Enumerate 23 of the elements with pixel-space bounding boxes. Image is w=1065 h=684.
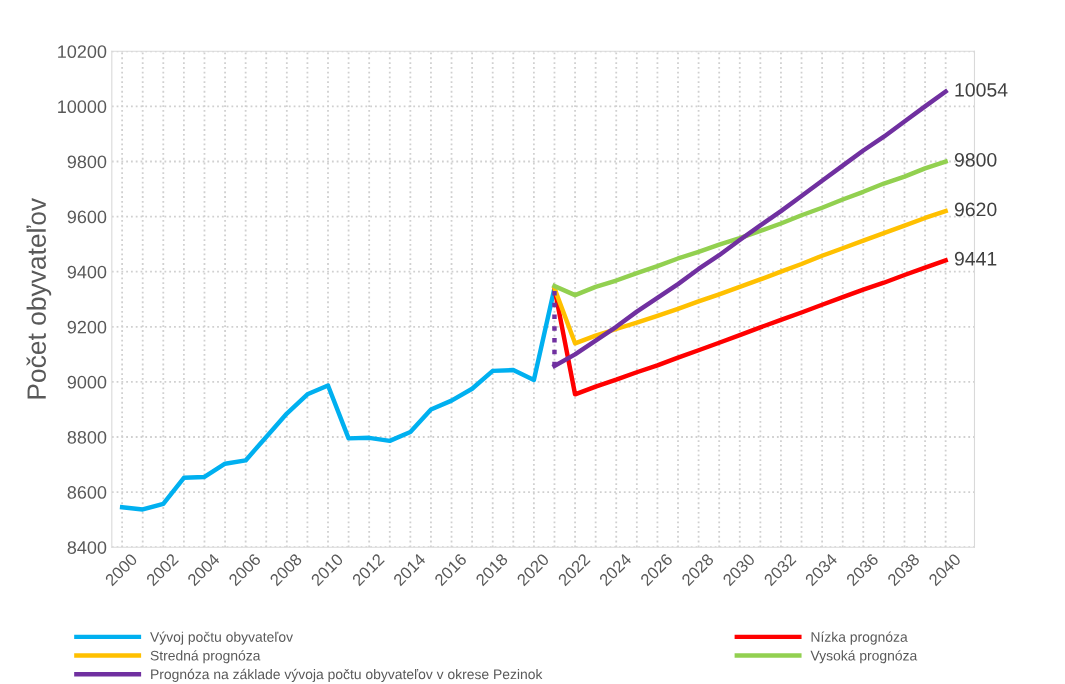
y-tick-label: 10200 bbox=[58, 45, 107, 59]
line-series bbox=[552, 208, 948, 346]
legend-label: Nízka prognóza bbox=[811, 631, 908, 645]
data-label: 9800 bbox=[954, 152, 997, 167]
y-tick-label: 8600 bbox=[67, 486, 107, 499]
legend-label: Prognóza na základe vývoja počtu obyvateľov v okrese Pezinok bbox=[151, 668, 543, 682]
legend-label: Vysoká prognóza bbox=[810, 650, 918, 664]
y-tick-label: 10000 bbox=[58, 100, 107, 114]
legend-label: Stredná prognóza bbox=[150, 650, 261, 664]
y-tick-label: 9000 bbox=[67, 375, 107, 389]
data-label: 9441 bbox=[954, 251, 997, 266]
y-tick-label: 8400 bbox=[67, 541, 107, 554]
data-label: 10054 bbox=[955, 82, 1008, 97]
y-tick-label: 9200 bbox=[67, 320, 107, 334]
legend-label: Vývoj počtu obyvateľov bbox=[150, 631, 293, 645]
y-tick-label: 9400 bbox=[67, 265, 107, 279]
y-axis-title: Počet obyvateľov bbox=[26, 197, 52, 399]
data-label: 9620 bbox=[954, 202, 997, 217]
line-series bbox=[552, 258, 948, 397]
y-tick-label: 9800 bbox=[67, 155, 107, 169]
line-series bbox=[552, 159, 948, 298]
y-tick-label: 9600 bbox=[67, 210, 107, 224]
y-tick-label: 8800 bbox=[67, 430, 107, 444]
